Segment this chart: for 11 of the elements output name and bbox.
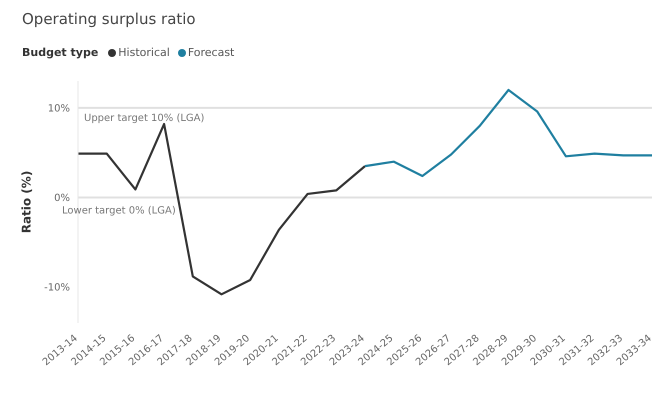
ref-line-label: Lower target 0% (LGA) bbox=[62, 206, 176, 217]
y-axis-title: Ratio (%) bbox=[19, 170, 34, 234]
legend-title: Budget type bbox=[22, 46, 98, 59]
legend-label: Historical bbox=[117, 46, 170, 59]
y-tick-label: 10% bbox=[48, 103, 70, 114]
ref-line-label: Upper target 10% (LGA) bbox=[84, 112, 205, 124]
chart-title: Operating surplus ratio bbox=[22, 9, 197, 28]
line-series bbox=[364, 88, 654, 178]
y-tick-label: -10% bbox=[44, 282, 70, 294]
legend-label: Forecast bbox=[186, 46, 234, 59]
y-tick-label: 0% bbox=[54, 193, 70, 204]
